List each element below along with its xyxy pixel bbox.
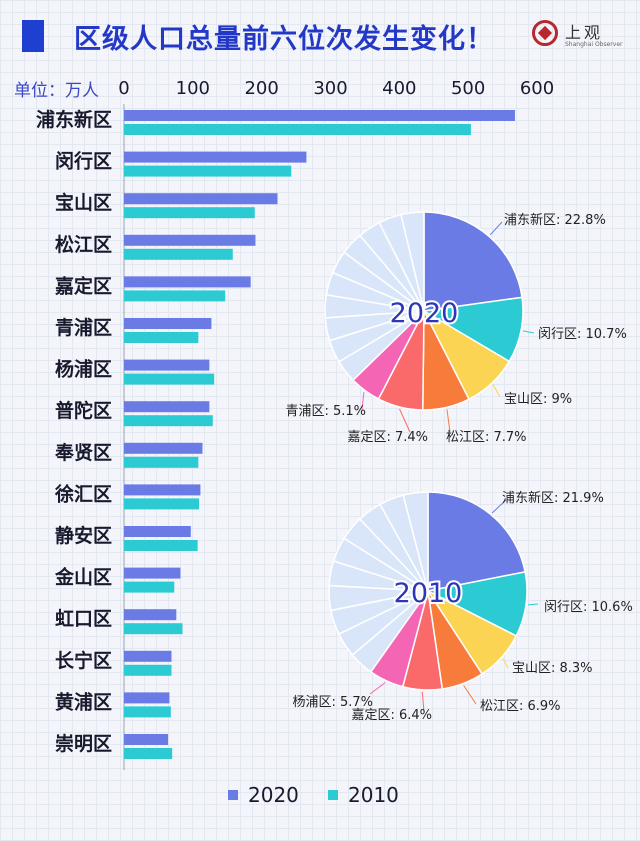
page-title: 区级人口总量前六位次发生变化！ (74, 24, 494, 55)
pie-slice-other (400, 211, 425, 312)
bar-2020 (124, 650, 172, 662)
bar-2010 (124, 664, 172, 676)
category-label: 杨浦区 (55, 358, 112, 381)
unit-label: 单位：万人 (14, 81, 99, 101)
bar-2020 (124, 734, 169, 745)
category-label: 崇明区 (55, 732, 112, 755)
category-label: 青浦区 (55, 316, 112, 339)
bar-2010 (124, 415, 213, 427)
slice-label: 嘉定区: 6.4% (351, 708, 432, 723)
x-tick-label: 400 (382, 78, 416, 99)
bar-2020 (124, 359, 210, 371)
slice-label: 闵行区: 10.6% (544, 600, 633, 615)
bar-2020 (124, 442, 203, 454)
bar-2010 (124, 581, 175, 593)
bar-2020 (124, 276, 251, 288)
bar-2010 (124, 290, 226, 302)
leader-line (421, 691, 425, 713)
leader-line (492, 384, 501, 398)
category-label: 松江区 (55, 233, 112, 256)
pie-center-label: 2020 (390, 298, 459, 329)
leader-line (446, 409, 451, 433)
legend-swatch-2010 (328, 790, 338, 800)
slice-label: 杨浦区: 5.7% (292, 695, 373, 710)
slice-label: 嘉定区: 7.4% (347, 430, 428, 445)
pie-center-label: 2010 (394, 578, 463, 609)
leader-line (527, 603, 539, 606)
bar-2020 (124, 692, 170, 704)
logo-text: 上观 (565, 23, 604, 42)
leader-line (489, 221, 503, 236)
bar-2020 (124, 110, 515, 121)
category-label: 嘉定区 (54, 274, 112, 297)
bar-2020 (124, 193, 278, 205)
slice-label: 松江区: 6.9% (480, 699, 561, 714)
x-tick-label: 600 (520, 78, 554, 99)
category-label: 长宁区 (55, 649, 112, 672)
logo-icon (532, 20, 558, 46)
bar-2020 (124, 484, 201, 496)
bar-2010 (124, 498, 200, 510)
bar-2010 (124, 165, 292, 177)
legend-swatch-2020 (228, 790, 238, 800)
legend-label-2020: 2020 (248, 783, 299, 807)
slice-label: 松江区: 7.7% (446, 430, 527, 445)
leader-line (361, 392, 365, 411)
leader-line (463, 685, 477, 705)
logo: 上观 Shanghai Observer (532, 16, 622, 56)
bar-2010 (124, 124, 471, 135)
bar-2010 (124, 706, 171, 718)
pie-slice (427, 491, 527, 592)
bar-2010 (124, 332, 199, 343)
header: 区级人口总量前六位次发生变化！ 上观 Shanghai Observer (14, 14, 626, 58)
bar-2010 (124, 207, 255, 219)
leader-line (502, 658, 509, 669)
category-label: 金山区 (54, 566, 112, 589)
bar-2020 (124, 151, 307, 163)
leader-line (522, 330, 535, 334)
pie-slice-other (402, 491, 429, 592)
bar-2010 (124, 373, 215, 385)
category-label: 黄浦区 (55, 690, 112, 713)
category-label: 闵行区 (55, 150, 112, 173)
category-label: 宝山区 (55, 191, 112, 214)
bar-2020 (124, 318, 212, 329)
pie-slice (423, 211, 523, 312)
bar-2020 (124, 401, 210, 413)
x-tick-label: 500 (451, 78, 485, 99)
category-label: 奉贤区 (54, 441, 112, 464)
slice-label: 青浦区: 5.1% (285, 404, 366, 419)
category-label: 虹口区 (55, 607, 112, 630)
category-label: 浦东新区 (36, 108, 112, 131)
bar-2010 (124, 748, 173, 759)
slice-label: 闵行区: 10.7% (538, 327, 627, 342)
category-label: 静安区 (55, 524, 112, 547)
bar-2010 (124, 248, 233, 260)
leader-line (369, 682, 386, 695)
x-tick-label: 200 (244, 78, 278, 99)
x-tick-label: 100 (176, 78, 210, 99)
bar-2010 (124, 623, 183, 635)
bar-2020 (124, 526, 191, 537)
slice-label: 宝山区: 8.3% (512, 661, 593, 676)
title-marker (22, 20, 44, 52)
leader-line (399, 408, 411, 433)
bar-2020 (124, 567, 181, 579)
pie-slice (421, 296, 524, 363)
category-label: 徐汇区 (54, 482, 112, 505)
legend-label-2010: 2010 (348, 783, 399, 807)
x-tick-label: 300 (313, 78, 347, 99)
slice-label: 宝山区: 9% (504, 392, 572, 407)
logo-subtext: Shanghai Observer (565, 41, 623, 48)
bar-2020 (124, 234, 256, 246)
leader-line (491, 499, 507, 514)
bar-2010 (124, 540, 198, 551)
slice-label: 浦东新区: 22.8% (504, 212, 606, 228)
x-tick-label: 0 (118, 78, 129, 99)
slice-label: 浦东新区: 21.9% (502, 490, 604, 506)
bar-2020 (124, 609, 177, 621)
category-label: 普陀区 (55, 399, 112, 422)
bar-2010 (124, 456, 199, 468)
